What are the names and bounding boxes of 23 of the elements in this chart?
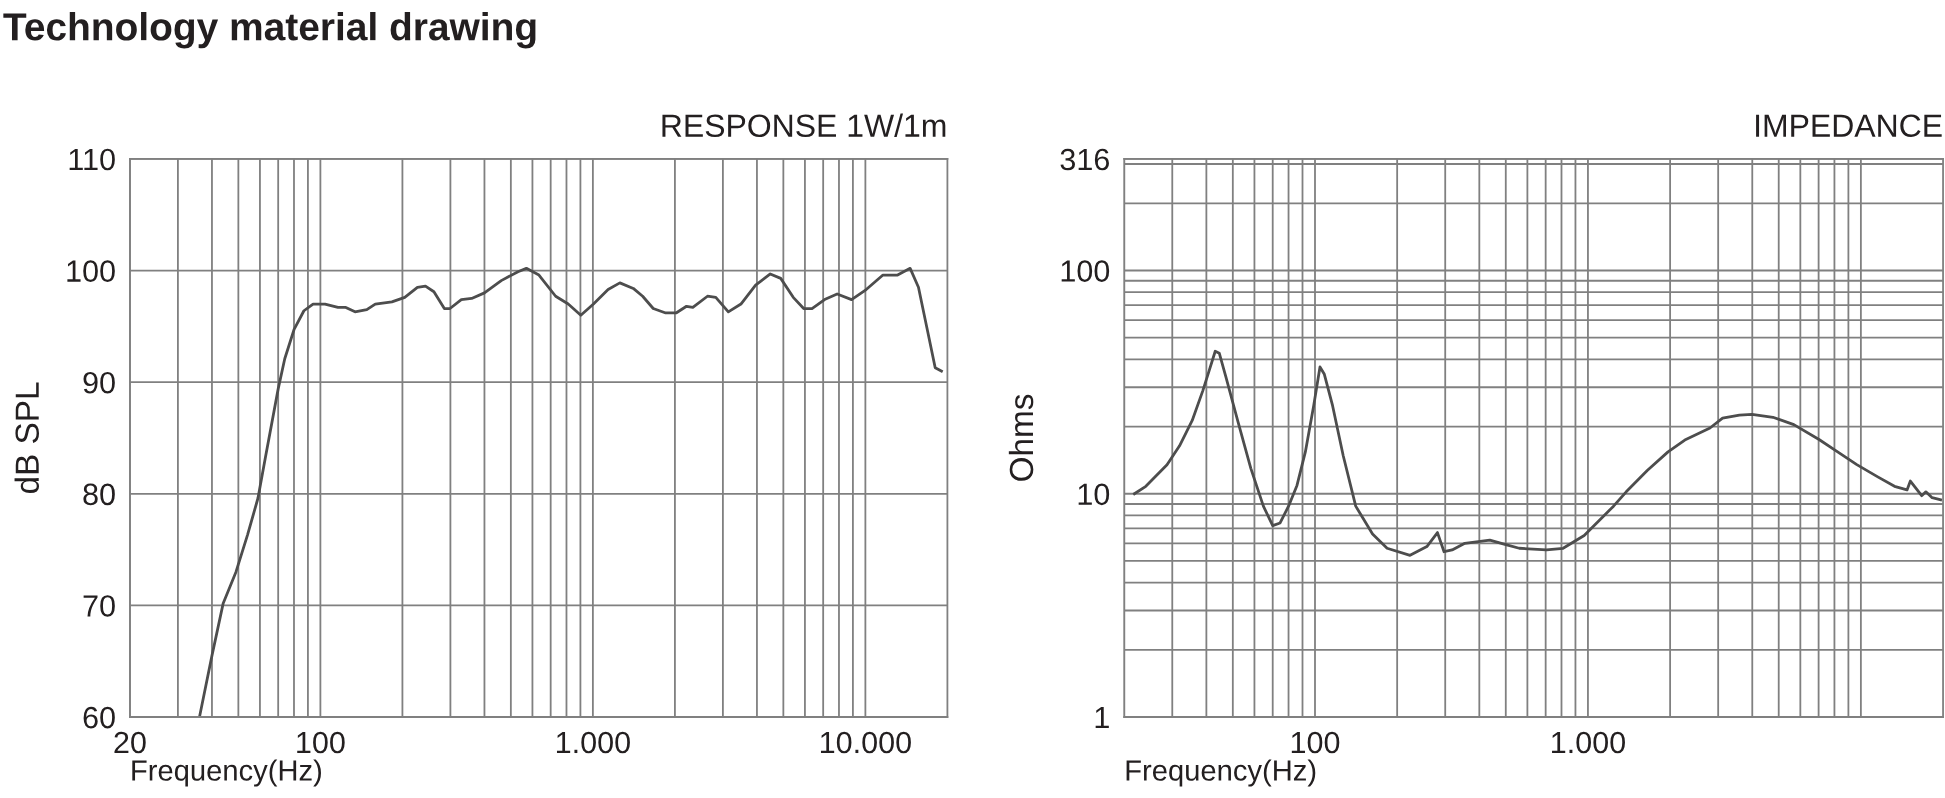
y-tick-label: 90 (83, 371, 115, 394)
x-tick-label: 20 (114, 731, 146, 754)
x-tick-label: 1.000 (1552, 731, 1625, 754)
y-tick-label: 80 (83, 483, 115, 506)
y-axis-title: Ohms (1008, 394, 1034, 481)
y-tick-label: 1 (1095, 707, 1109, 729)
chart-subtitle: RESPONSE 1W/1m (662, 113, 946, 138)
y-tick-label: 100 (1061, 260, 1110, 282)
y-tick-label: 60 (83, 706, 115, 729)
x-tick-label: 100 (297, 731, 345, 754)
y-axis-title: dB SPL (14, 382, 40, 494)
x-tick-label: 100 (1291, 731, 1340, 754)
x-axis-title: Frequency(Hz) (1126, 759, 1316, 787)
x-tick-label: 1.000 (556, 731, 630, 754)
x-tick-label: 10.000 (820, 731, 911, 754)
y-tick-label: 10 (1078, 483, 1110, 506)
y-tick-label: 70 (83, 595, 115, 617)
chart-title: Technology material drawing (3, 11, 536, 49)
chart-subtitle: IMPEDANCE (1756, 114, 1942, 138)
x-axis-title: Frequency(Hz) (132, 759, 321, 787)
y-tick-label: 316 (1060, 148, 1109, 171)
y-tick-label: 100 (67, 260, 115, 282)
y-tick-label: 110 (69, 148, 115, 171)
